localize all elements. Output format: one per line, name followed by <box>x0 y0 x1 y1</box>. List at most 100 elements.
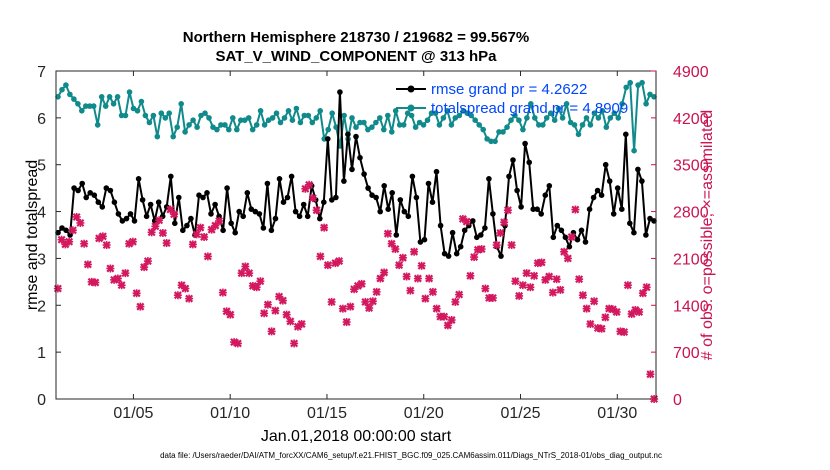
x-tick-label: 01/20 <box>404 405 444 422</box>
obs-point <box>267 327 276 336</box>
obs-point <box>305 180 314 189</box>
y-tick-label: 7 <box>37 64 46 81</box>
rmse-point <box>357 154 363 161</box>
obs-point <box>432 304 441 313</box>
rmse-point <box>530 206 536 212</box>
x-axis-label: Jan.01,2018 00:00:00 start <box>261 428 452 445</box>
rmse-point <box>610 211 617 217</box>
legend-rmse-marker <box>407 85 415 93</box>
obs-point <box>537 258 546 267</box>
spread-point <box>118 112 125 119</box>
spread-point <box>329 110 336 116</box>
rmse-point <box>63 227 69 234</box>
rmse-point <box>337 89 343 95</box>
rmse-point <box>623 131 629 138</box>
rmse-point <box>526 159 532 166</box>
rmse-point <box>296 213 303 220</box>
footnote: data file: /Users/raeder/DAI/ATM_forcXX/… <box>160 451 662 460</box>
rmse-point <box>184 222 190 229</box>
spread-point <box>249 126 256 133</box>
spread-point <box>87 103 93 109</box>
spread-point <box>595 115 602 121</box>
spread-point <box>615 115 622 121</box>
rmse-point <box>582 239 589 245</box>
spread-point <box>559 115 566 121</box>
rmse-point <box>103 185 110 191</box>
x-tick-label: 01/25 <box>500 405 540 422</box>
rmse-point <box>486 176 492 182</box>
obs-point <box>91 278 100 287</box>
obs-point <box>65 237 74 246</box>
rmse-point <box>635 166 641 173</box>
spread-point <box>71 96 77 102</box>
rmse-point <box>373 194 379 201</box>
obs-point <box>481 284 490 293</box>
obs-point <box>278 296 287 305</box>
obs-point <box>368 297 377 306</box>
obs-point <box>488 293 497 302</box>
rmse-point <box>365 185 371 191</box>
obs-point <box>136 302 145 311</box>
obs-point <box>395 261 404 270</box>
obs-point <box>507 241 516 250</box>
spread-point <box>627 79 633 86</box>
obs-point <box>428 287 437 296</box>
obs-point <box>398 253 407 262</box>
obs-point <box>151 222 160 231</box>
obs-point <box>245 269 254 278</box>
spread-point <box>83 103 89 109</box>
spread-point <box>456 112 463 119</box>
spread-point <box>349 115 355 121</box>
spread-point <box>408 112 415 119</box>
spread-point <box>301 112 308 119</box>
obs-point <box>500 218 509 227</box>
y-tick-label: 2 <box>37 298 46 315</box>
spread-point <box>496 129 502 135</box>
spread-point <box>230 115 236 121</box>
spread-point <box>599 108 606 114</box>
obs-point <box>451 297 460 306</box>
obs-point <box>402 272 411 281</box>
spread-point <box>170 133 176 140</box>
rmse-point <box>168 173 174 180</box>
rmse-point <box>389 190 396 196</box>
rmse-point <box>453 250 460 257</box>
rmse-point <box>353 133 359 140</box>
y-tick-label: 5 <box>37 158 46 175</box>
rmse-point <box>325 136 331 142</box>
rmse-point <box>602 161 609 168</box>
rmse-point <box>425 180 432 187</box>
legend-spread-marker <box>407 104 415 112</box>
y-tick-label: 1 <box>37 345 46 362</box>
legend-spread-label: totalspread grand pr = 4.8909 <box>431 100 628 117</box>
spread-point <box>369 124 375 130</box>
obs-point <box>215 216 224 225</box>
obs-point <box>173 291 182 300</box>
obs-point <box>530 271 539 280</box>
obs-point <box>425 274 434 283</box>
rmse-point <box>594 187 601 194</box>
obs-point <box>53 284 62 293</box>
rmse-point <box>272 215 279 222</box>
obs-point <box>646 370 655 379</box>
spread-point <box>206 115 212 121</box>
rmse-point <box>510 157 516 163</box>
y-tick-label: 0 <box>37 392 46 409</box>
rmse-point <box>107 187 114 194</box>
obs-point <box>237 269 246 278</box>
rmse-point <box>83 194 89 201</box>
spread-point <box>488 138 494 145</box>
obs-point <box>522 269 531 278</box>
spread-point <box>575 131 582 138</box>
rmse-point <box>180 227 186 234</box>
obs-point <box>406 286 415 295</box>
y-axis-left: 0 1 2 3 4 5 6 7 <box>37 64 61 409</box>
spread-point <box>492 138 498 145</box>
rmse-point <box>280 199 287 205</box>
spread-point <box>178 101 184 107</box>
rmse-point <box>341 178 347 184</box>
obs-point <box>181 284 190 293</box>
rmse-point <box>172 220 178 227</box>
spread-point <box>543 115 550 121</box>
spread-point <box>555 105 562 112</box>
